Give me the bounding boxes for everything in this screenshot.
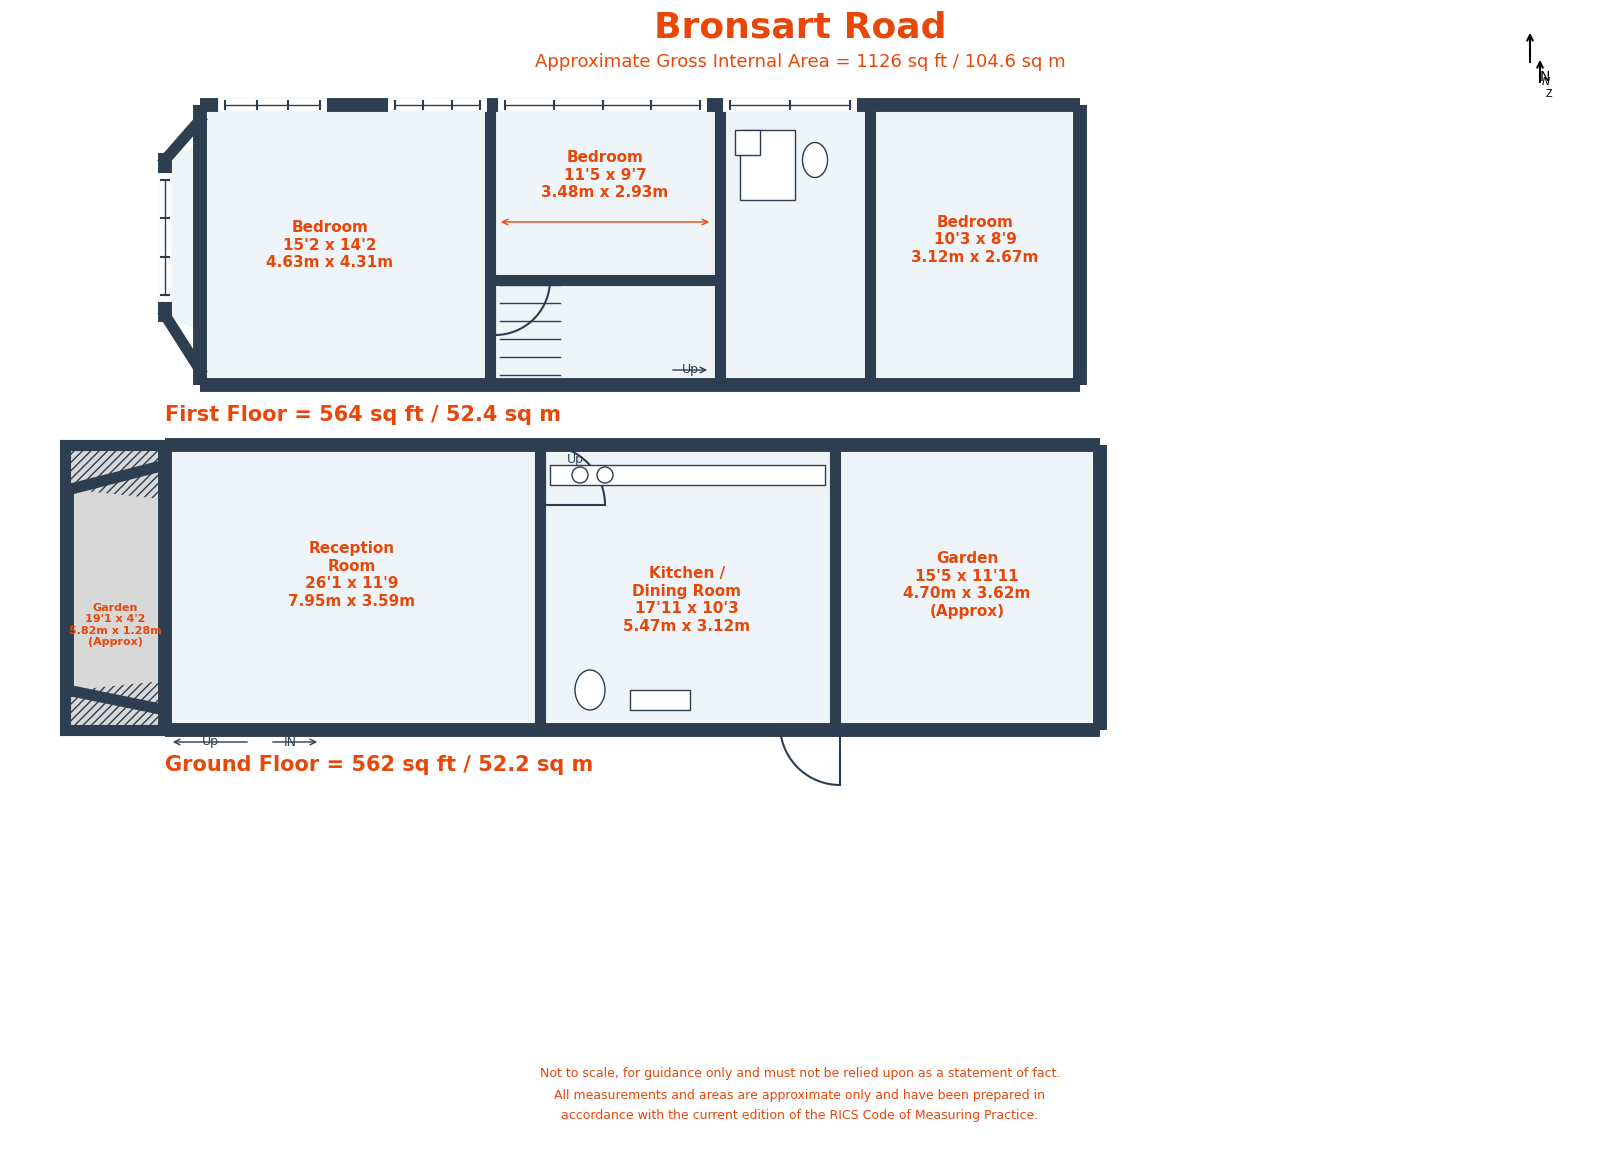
Text: Kitchen /
Dining Room
17'11 x 10'3
5.47m x 3.12m: Kitchen / Dining Room 17'11 x 10'3 5.47m… <box>624 567 750 634</box>
Polygon shape <box>165 145 200 330</box>
Text: Garden
15'5 x 11'11
4.70m x 3.62m
(Approx): Garden 15'5 x 11'11 4.70m x 3.62m (Appro… <box>904 552 1030 619</box>
Text: Reception
Room
26'1 x 11'9
7.95m x 3.59m: Reception Room 26'1 x 11'9 7.95m x 3.59m <box>288 541 416 608</box>
Text: Ground Floor = 562 sq ft / 52.2 sq m: Ground Floor = 562 sq ft / 52.2 sq m <box>165 755 594 775</box>
Text: Bronsart Road: Bronsart Road <box>654 10 946 45</box>
Text: Bedroom
11'5 x 9'7
3.48m x 2.93m: Bedroom 11'5 x 9'7 3.48m x 2.93m <box>541 151 669 199</box>
Bar <box>870 105 1080 385</box>
Bar <box>630 690 690 710</box>
Text: IN: IN <box>283 736 296 749</box>
Bar <box>66 445 165 730</box>
Text: Garden
19'1 x 4'2
5.82m x 1.28m
(Approx): Garden 19'1 x 4'2 5.82m x 1.28m (Approx) <box>69 603 162 648</box>
Bar <box>734 130 760 155</box>
Bar <box>720 105 870 385</box>
Text: N: N <box>1542 76 1550 87</box>
Bar <box>165 445 1101 730</box>
Text: Approximate Gross Internal Area = 1126 sq ft / 104.6 sq m: Approximate Gross Internal Area = 1126 s… <box>534 53 1066 71</box>
Bar <box>550 465 826 484</box>
Text: N: N <box>1539 70 1550 83</box>
Bar <box>490 105 720 280</box>
Text: Bedroom
15'2 x 14'2
4.63m x 4.31m: Bedroom 15'2 x 14'2 4.63m x 4.31m <box>267 220 394 270</box>
Text: Not to scale, for guidance only and must not be relied upon as a statement of fa: Not to scale, for guidance only and must… <box>539 1067 1061 1123</box>
Ellipse shape <box>803 143 827 177</box>
Bar <box>490 280 720 385</box>
Polygon shape <box>67 490 165 690</box>
Ellipse shape <box>574 670 605 710</box>
Text: Bedroom
10'3 x 8'9
3.12m x 2.67m: Bedroom 10'3 x 8'9 3.12m x 2.67m <box>912 216 1038 265</box>
Text: Up: Up <box>682 364 699 377</box>
Bar <box>739 130 795 201</box>
Bar <box>200 105 490 385</box>
Text: Z: Z <box>1546 89 1552 99</box>
Text: First Floor = 564 sq ft / 52.4 sq m: First Floor = 564 sq ft / 52.4 sq m <box>165 404 562 425</box>
Polygon shape <box>165 160 200 315</box>
Text: Up: Up <box>202 736 219 749</box>
Text: Up: Up <box>566 453 584 467</box>
